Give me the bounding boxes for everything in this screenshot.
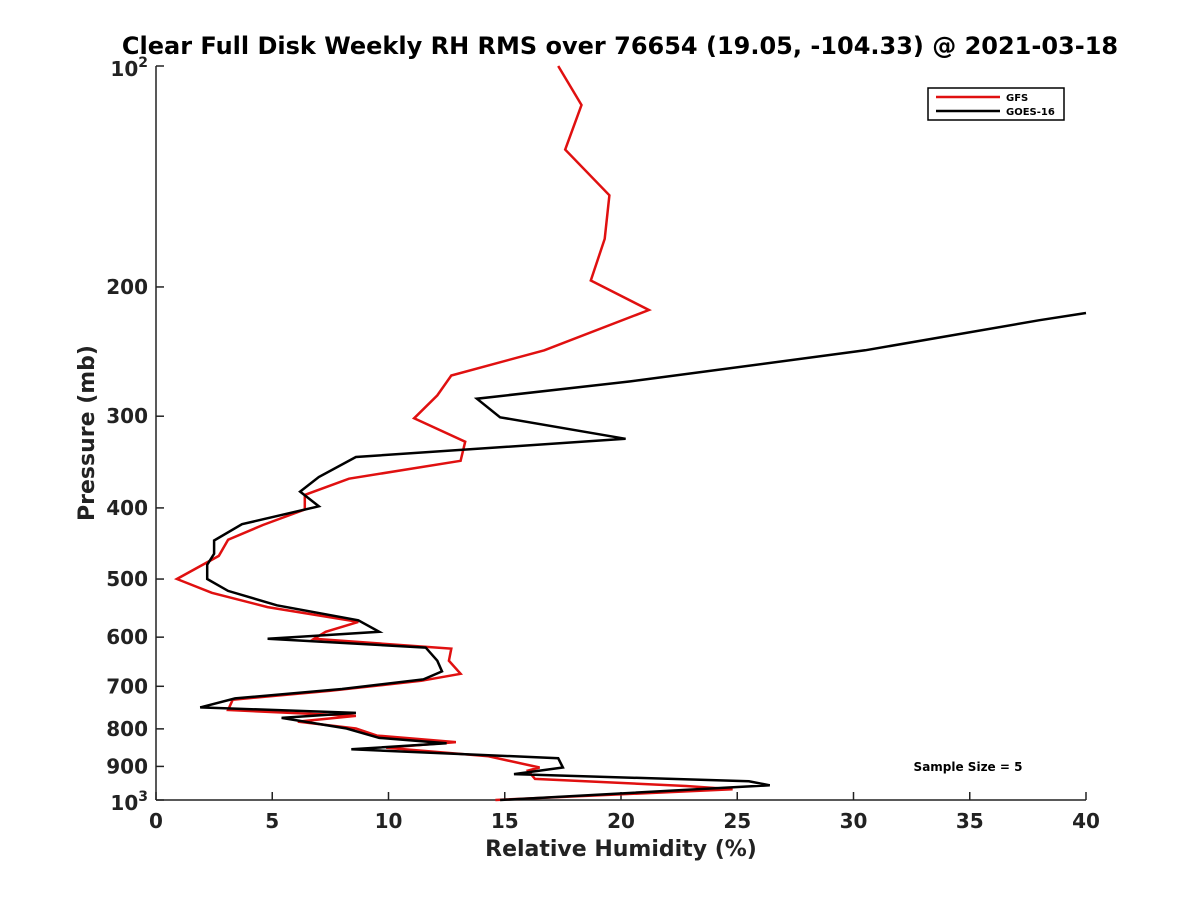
legend-label-goes16: GOES-16 bbox=[1006, 107, 1055, 118]
x-tick-label: 35 bbox=[956, 809, 984, 833]
x-tick-label: 15 bbox=[491, 809, 519, 833]
x-tick-label: 40 bbox=[1072, 809, 1100, 833]
series-line-goes16 bbox=[199, 311, 1087, 802]
y-axis-label: Pressure (mb) bbox=[75, 345, 100, 521]
y-tick-label-bottom: 103 bbox=[110, 789, 148, 815]
chart-title: Clear Full Disk Weekly RH RMS over 76654… bbox=[122, 32, 1118, 60]
legend-label-gfs: GFS bbox=[1006, 93, 1028, 104]
x-tick-label: 0 bbox=[149, 809, 163, 833]
y-top-base: 10 bbox=[110, 57, 138, 81]
series-lines bbox=[173, 65, 1087, 802]
legend-box bbox=[927, 87, 1065, 121]
x-tick-label: 25 bbox=[723, 809, 751, 833]
y-tick-label: 300 bbox=[106, 404, 148, 428]
y-tick-label: 400 bbox=[106, 496, 148, 520]
y-axis-ticks: 200 300 400 500 600 700 800 900 bbox=[106, 65, 164, 801]
y-tick-label: 500 bbox=[106, 567, 148, 591]
legend: GFS GOES-16 bbox=[927, 87, 1065, 121]
y-tick-label-top: 102 bbox=[110, 55, 148, 81]
x-tick-label: 5 bbox=[265, 809, 279, 833]
x-axis-label: Relative Humidity (%) bbox=[485, 837, 757, 862]
x-tick-label: 30 bbox=[840, 809, 868, 833]
y-top-exp: 2 bbox=[138, 55, 148, 71]
y-bottom-exp: 3 bbox=[138, 789, 148, 805]
y-tick-label: 600 bbox=[106, 625, 148, 649]
sample-size-annotation: Sample Size = 5 bbox=[914, 760, 1023, 774]
y-tick-label: 900 bbox=[106, 754, 148, 778]
series-line-gfs bbox=[173, 65, 733, 802]
y-tick-label: 200 bbox=[106, 275, 148, 299]
x-tick-label: 10 bbox=[375, 809, 403, 833]
y-bottom-base: 10 bbox=[110, 791, 138, 815]
x-axis-ticks: 0 5 10 15 20 25 30 35 40 bbox=[149, 792, 1100, 833]
y-tick-label: 800 bbox=[106, 717, 148, 741]
x-tick-label: 20 bbox=[607, 809, 635, 833]
y-tick-label: 700 bbox=[106, 674, 148, 698]
